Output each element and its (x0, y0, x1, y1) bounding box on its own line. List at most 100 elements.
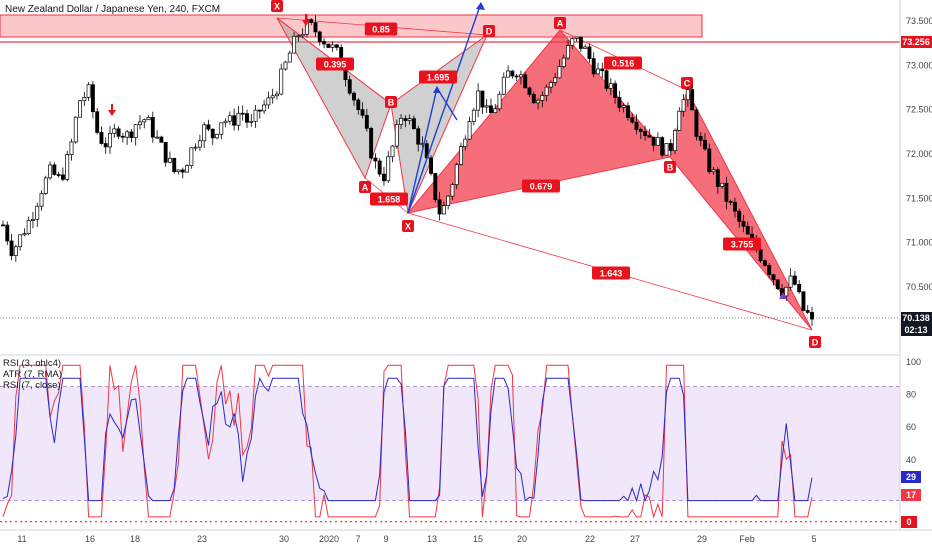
ratio-tags: 0.85 0.395 1.695 1.658 0.679 0.516 3.755 1.643 (316, 22, 761, 280)
time-tick-label: 11 (17, 534, 26, 544)
candle-body (185, 165, 190, 173)
pattern-point-tag (271, 0, 283, 12)
candle-body (758, 249, 763, 262)
candle-body (382, 173, 386, 182)
candle-body (223, 120, 228, 124)
candle-body (741, 221, 746, 227)
time-tick-label: 23 (197, 534, 207, 544)
arrow-head-icon (433, 86, 441, 93)
price-tick-label: 72.500 (906, 105, 932, 115)
candle-body (536, 99, 541, 104)
price-tick-label: 73.500 (906, 16, 932, 26)
candle-body (651, 136, 656, 146)
candle-body (31, 218, 35, 221)
pattern-point-tag (359, 181, 371, 193)
candle-body (99, 132, 104, 144)
time-tick-label: 16 (85, 534, 95, 544)
candle-body (429, 157, 433, 174)
candle-body (493, 108, 498, 113)
candle-body (450, 184, 455, 197)
price-axis[interactable]: 73.500 73.000 72.500 72.000 71.500 71.000 70.5… (906, 16, 932, 292)
candle-body (360, 109, 365, 116)
ratio-label: 0.679 (530, 182, 553, 192)
candle-body (510, 70, 515, 77)
osc-tick-label: 40 (906, 455, 916, 465)
pattern-point-label: A (362, 183, 369, 193)
indicator-label-rsi3: RSI (3, ohlc4) (3, 358, 61, 369)
candle-body (373, 157, 378, 162)
candle-body (35, 205, 40, 220)
candle-body (501, 76, 506, 95)
chart-title: New Zealand Dollar / Japanese Yen, 240, … (5, 4, 220, 15)
candle-body (527, 87, 532, 95)
rsi7-value-tag (901, 471, 921, 483)
candle-body (467, 121, 472, 140)
time-tick-label: 20 (517, 534, 527, 544)
level-price-label: 73.256 (902, 37, 930, 47)
candle-body (22, 233, 27, 236)
candle-body (630, 117, 635, 123)
candle-body (399, 118, 404, 125)
candle-body (737, 210, 742, 222)
ratio-tag (604, 56, 642, 70)
candle-body (274, 93, 279, 97)
candle-body (270, 95, 275, 99)
candle-body (514, 75, 519, 78)
candle-body (13, 246, 18, 256)
candle-body (587, 46, 592, 59)
candle-body (707, 148, 712, 173)
time-tick-label: 30 (279, 534, 289, 544)
candle-body (574, 36, 579, 39)
pattern-point-label: B (388, 98, 395, 108)
pattern-point-tag (385, 96, 397, 108)
pattern-point-tag (681, 77, 693, 89)
candle-body (647, 135, 652, 138)
candle-body (788, 275, 793, 288)
candle-body (454, 164, 459, 185)
candle-body (767, 265, 772, 275)
oscillator-pane (0, 364, 900, 523)
candle-body (728, 201, 733, 203)
candle-body (95, 111, 100, 133)
ratio-tag (370, 192, 408, 206)
candle-body (621, 105, 626, 108)
candle-body (518, 74, 523, 78)
candle-body (660, 137, 665, 156)
candle-body (437, 199, 442, 215)
pattern-point-label: D (812, 338, 819, 348)
candle-body (638, 129, 643, 132)
time-axis[interactable]: 11 16 18 23 30 2020 7 9 13 15 20 22 27 29 Feb 5 (17, 534, 816, 544)
ratio-tag (316, 57, 354, 71)
candle-body (197, 140, 202, 148)
osc-tick-label: 80 (906, 390, 916, 400)
candle-body (561, 57, 566, 67)
candle-body (673, 130, 677, 151)
candle-body (9, 240, 14, 256)
candle-body (810, 312, 814, 320)
candle-body (283, 61, 288, 70)
indicator-label-atr: ATR (7, RMA) (3, 369, 62, 380)
time-tick-label: 15 (473, 534, 483, 544)
candle-body (279, 68, 284, 95)
candle-body (459, 146, 463, 165)
countdown-tag (901, 324, 932, 336)
candle-body (664, 143, 669, 156)
price-tick-label: 71.500 (906, 193, 932, 203)
candle-body (167, 157, 172, 163)
ratio-tag (419, 70, 457, 84)
indicator-label-rsi7: RSI (7, close) (3, 380, 61, 391)
candle-body (189, 147, 194, 166)
candle-body (715, 169, 720, 187)
candle-body (591, 58, 596, 75)
candle-body (446, 195, 451, 207)
candle-body (257, 109, 262, 112)
candle-body (69, 141, 74, 155)
candle-body (215, 133, 219, 139)
candle-body (176, 169, 181, 172)
pattern-point-tag (664, 161, 676, 173)
candle-body (655, 137, 660, 146)
candle-body (531, 94, 536, 104)
countdown-label: 02:13 (904, 325, 927, 335)
candle-body (711, 169, 716, 173)
